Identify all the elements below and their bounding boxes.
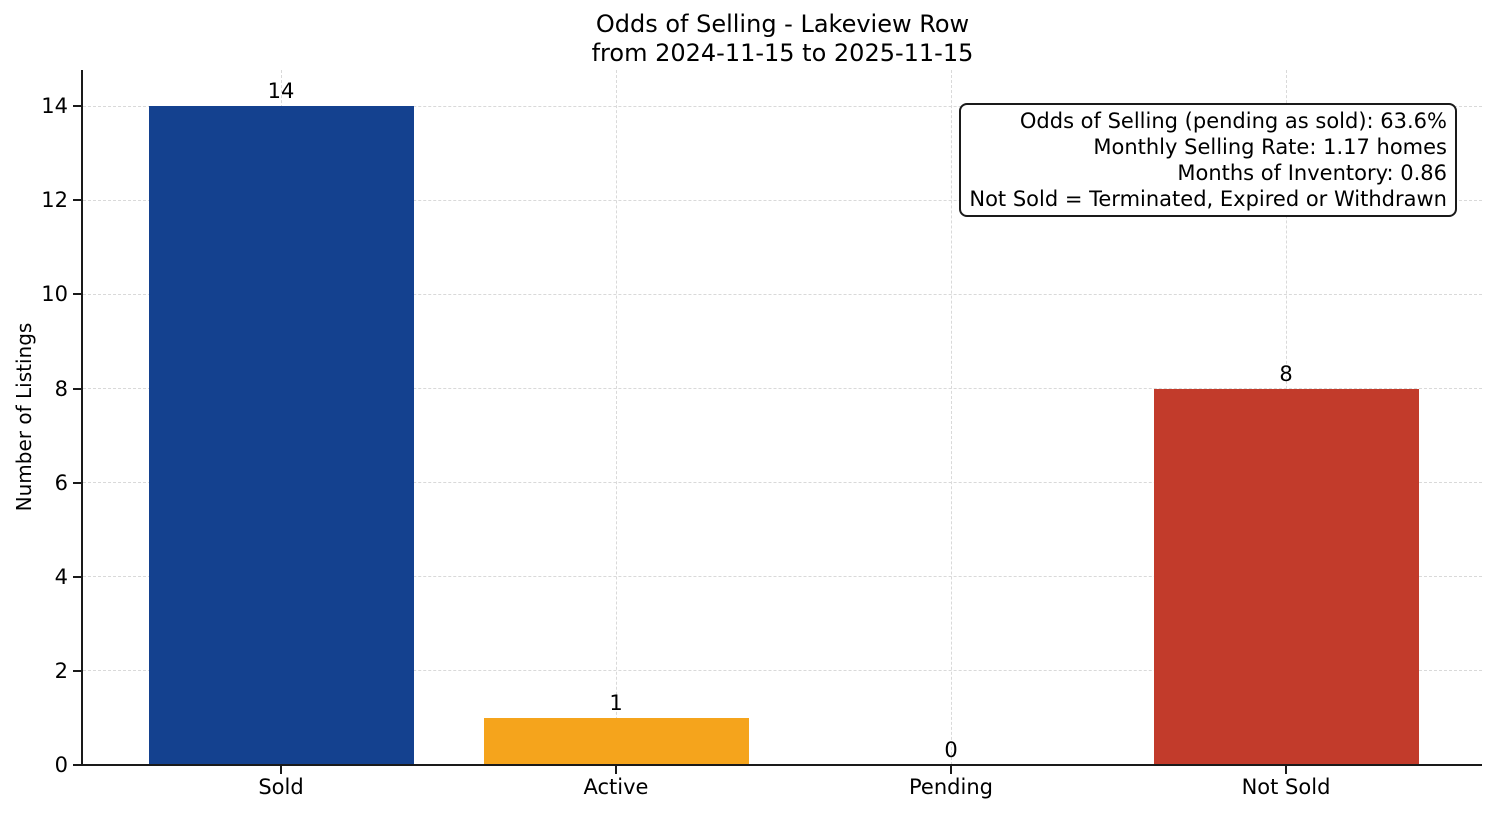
chart-title-block: Odds of Selling - Lakeview Row from 2024… xyxy=(83,10,1482,68)
h-gridline-10 xyxy=(83,293,1482,295)
x-tick-label-sold: Sold xyxy=(258,775,304,799)
bar-value-label-not-sold: 8 xyxy=(1279,361,1293,386)
h-gridline-2 xyxy=(83,670,1482,672)
bar-sold xyxy=(148,106,414,765)
x-tick-label-active: Active xyxy=(583,775,649,799)
y-tick-label-10: 10 xyxy=(41,282,68,307)
bar-not-sold xyxy=(1153,388,1419,765)
v-gridline-active xyxy=(615,70,617,765)
x-tick-mark-pending xyxy=(950,766,952,774)
y-tick-label-4: 4 xyxy=(54,564,68,589)
y-tick-mark-8 xyxy=(73,387,81,390)
y-tick-mark-4 xyxy=(73,575,81,578)
y-tick-label-8: 8 xyxy=(54,376,68,401)
x-tick-label-not-sold: Not Sold xyxy=(1241,775,1331,799)
chart-subtitle: from 2024-11-15 to 2025-11-15 xyxy=(591,39,974,67)
y-tick-label-0: 0 xyxy=(54,753,68,777)
y-tick-mark-0 xyxy=(73,764,81,766)
annotation-box: Odds of Selling (pending as sold): 63.6%… xyxy=(959,103,1457,217)
y-tick-mark-2 xyxy=(73,669,81,672)
bar-value-label-active: 1 xyxy=(609,690,623,715)
y-axis-spine xyxy=(81,70,83,766)
v-gridline-pending xyxy=(950,70,952,765)
h-gridline-6 xyxy=(83,482,1482,484)
annotation-line-odds: Odds of Selling (pending as sold): 63.6% xyxy=(1019,109,1447,133)
y-tick-mark-6 xyxy=(73,481,81,484)
y-tick-mark-10 xyxy=(73,293,81,296)
bar-value-label-sold: 14 xyxy=(267,79,295,104)
bar-value-label-pending: 0 xyxy=(944,738,958,762)
x-tick-mark-sold xyxy=(280,766,282,774)
h-gridline-12 xyxy=(83,199,1482,201)
y-tick-label-6: 6 xyxy=(54,470,68,495)
h-gridline-14 xyxy=(83,105,1482,107)
x-tick-mark-active xyxy=(615,766,617,774)
x-tick-mark-not-sold xyxy=(1285,766,1287,774)
annotation-line-notsold-def: Not Sold = Terminated, Expired or Withdr… xyxy=(969,187,1447,211)
annotation-line-rate: Monthly Selling Rate: 1.17 homes xyxy=(1093,135,1447,159)
chart-title: Odds of Selling - Lakeview Row xyxy=(595,10,970,38)
y-tick-label-14: 14 xyxy=(41,94,68,119)
y-tick-mark-12 xyxy=(73,199,81,202)
h-gridline-8 xyxy=(83,388,1482,390)
annotation-line-inventory: Months of Inventory: 0.86 xyxy=(1177,161,1447,185)
y-tick-label-2: 2 xyxy=(54,658,68,683)
bar-active xyxy=(483,717,749,765)
x-tick-label-pending: Pending xyxy=(909,775,993,799)
y-tick-label-12: 12 xyxy=(41,188,68,213)
y-tick-mark-14 xyxy=(73,105,81,108)
y-axis-label: Number of Listings xyxy=(12,322,36,512)
x-axis-spine xyxy=(81,764,1482,766)
h-gridline-4 xyxy=(83,576,1482,578)
